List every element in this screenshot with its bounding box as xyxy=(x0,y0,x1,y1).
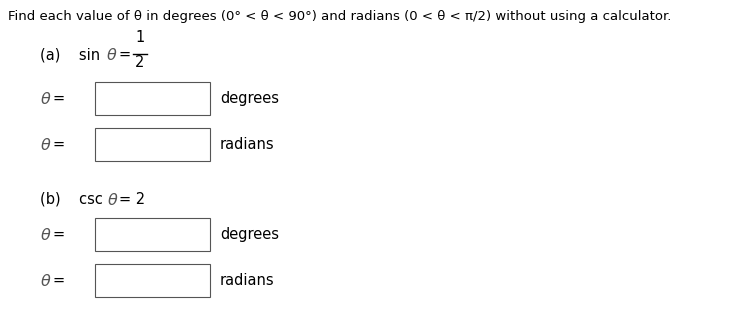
Text: =: = xyxy=(52,137,64,152)
Text: degrees: degrees xyxy=(220,227,279,242)
Text: radians: radians xyxy=(220,137,275,152)
Text: (b)    csc: (b) csc xyxy=(40,192,103,207)
Bar xyxy=(95,218,210,251)
Bar xyxy=(95,264,210,297)
Text: degrees: degrees xyxy=(220,91,279,106)
Bar xyxy=(95,128,210,161)
Text: radians: radians xyxy=(220,273,275,288)
Text: $\theta$: $\theta$ xyxy=(40,137,51,152)
Text: Find each value of θ in degrees (0° < θ < 90°) and radians (0 < θ < π/2) without: Find each value of θ in degrees (0° < θ … xyxy=(8,10,671,23)
Text: $\theta$: $\theta$ xyxy=(107,192,119,208)
Text: =: = xyxy=(118,47,130,62)
Text: $\theta$: $\theta$ xyxy=(40,272,51,289)
Text: $\theta$: $\theta$ xyxy=(40,91,51,106)
Text: =: = xyxy=(52,227,64,242)
Text: =: = xyxy=(52,91,64,106)
Text: =: = xyxy=(52,273,64,288)
Text: $\theta$: $\theta$ xyxy=(40,226,51,243)
Text: 1: 1 xyxy=(136,30,144,45)
Text: $\theta$: $\theta$ xyxy=(106,47,117,63)
Bar xyxy=(95,82,210,115)
Text: 2: 2 xyxy=(136,55,144,70)
Text: (a)    sin: (a) sin xyxy=(40,47,100,62)
Text: = 2: = 2 xyxy=(119,192,145,207)
